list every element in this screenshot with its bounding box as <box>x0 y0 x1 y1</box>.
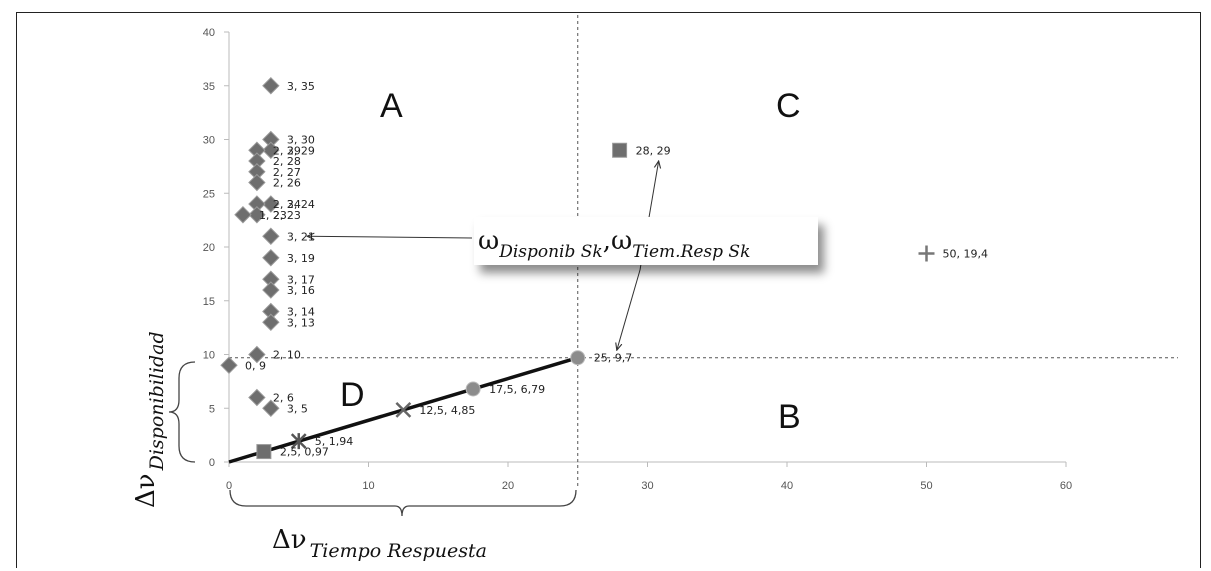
x-axis-label: Δν Tiempo Respuesta <box>272 525 487 562</box>
point-label: 3, 5 <box>287 402 308 415</box>
point-label: 25, 9,7 <box>594 352 632 365</box>
data-point-circle <box>465 381 481 397</box>
data-point-diamond <box>248 206 266 224</box>
point-labels: 3, 35 3, 303, 292, 292, 282, 272, 26 3, 24… <box>245 80 988 459</box>
data-point-diamond <box>262 227 280 245</box>
arrow-to-availability <box>307 236 473 238</box>
point-label: 3, 19 <box>287 252 315 265</box>
data-point-diamond <box>262 281 280 299</box>
x-tick-label: 10 <box>362 480 374 492</box>
data-point-square <box>256 444 272 460</box>
x-tick-label: 40 <box>781 480 793 492</box>
point-label: 3, 17 <box>287 273 315 286</box>
omega-sub-response: Tiem.Resp Sk <box>632 242 751 262</box>
figure-frame <box>16 12 1201 568</box>
data-point-circle <box>570 350 586 366</box>
y-tick-label: 30 <box>203 135 215 147</box>
data-point-x <box>395 401 412 418</box>
point-label: 2, 23 <box>273 209 301 222</box>
arrow-to-point-25-97 <box>617 269 641 350</box>
data-point-diamond <box>262 195 280 213</box>
point-label: 3, 14 <box>287 306 315 319</box>
point-label: 2, 27 <box>273 166 301 179</box>
point-label: 0, 9 <box>245 359 266 372</box>
data-point-star <box>290 433 307 450</box>
y-axis-symbol: Δν <box>131 473 161 508</box>
point-label: 2, 29 <box>273 144 301 157</box>
y-axis-subscript: Disponibilidad <box>146 331 168 471</box>
point-label: 2,5, 0,97 <box>280 446 329 459</box>
point-label: 3, 13 <box>287 316 315 329</box>
omega-symbol-response: ω <box>611 226 633 256</box>
point-label: 2, 28 <box>273 155 301 168</box>
data-point-diamond <box>234 206 252 224</box>
y-tick-label: 15 <box>203 296 215 308</box>
point-label: 2, 10 <box>273 349 301 362</box>
data-point-diamond <box>262 399 280 417</box>
axes <box>224 31 1067 467</box>
point-label: 5, 1,94 <box>315 435 353 448</box>
data-point-diamond <box>248 388 266 407</box>
y-tick-label: 25 <box>203 188 215 200</box>
y-tick-label: 5 <box>209 403 215 415</box>
weights-annotation-box: ωDisponib Sk,ωTiem.Resp Sk <box>474 217 818 265</box>
y-axis-label: ΔνDisponibilidad <box>131 331 168 508</box>
omega-comma: , <box>602 226 611 256</box>
point-label: 28, 29 <box>636 144 671 157</box>
x-tick-label: 30 <box>641 480 653 492</box>
data-point-diamond <box>262 141 280 159</box>
y-tick-label: 10 <box>203 350 215 362</box>
data-point-diamond <box>262 249 280 267</box>
x-axis-subscript: Tiempo Respuesta <box>310 540 487 562</box>
data-point-diamond <box>220 356 238 374</box>
omega-sub-availability: Disponib Sk <box>499 242 603 262</box>
point-label: 1, 23 <box>259 209 287 222</box>
point-label: 12,5, 4,85 <box>419 404 475 417</box>
point-label: 17,5, 6,79 <box>489 383 545 396</box>
point-label: 3, 24 <box>287 198 315 211</box>
omega-symbol-availability: ω <box>478 226 500 256</box>
x-tick-label: 60 <box>1060 480 1072 492</box>
quadrant-label-a: A <box>380 87 403 125</box>
point-label: 3, 29 <box>287 144 315 157</box>
data-points <box>220 77 935 460</box>
tick-labels: 0 10 20 30 40 50 60 0 5 10 15 20 25 30 35 40 <box>203 27 1072 492</box>
y-tick-label: 40 <box>203 27 215 39</box>
quadrant-label-c: C <box>776 87 801 125</box>
point-label: 3, 30 <box>287 134 315 147</box>
quadrant-label-d: D <box>340 376 365 414</box>
x-tick-label: 0 <box>226 480 232 492</box>
y-brace <box>168 361 196 463</box>
data-point-diamond <box>262 77 280 95</box>
x-tick-label: 20 <box>502 480 514 492</box>
data-point-diamond <box>262 313 280 331</box>
x-brace <box>229 489 577 517</box>
point-label: 2, 24 <box>273 198 301 211</box>
point-label: 50, 19,4 <box>943 247 988 260</box>
x-axis-symbol: Δν <box>272 525 307 555</box>
y-tick-label: 0 <box>209 457 215 469</box>
data-point-diamond <box>248 345 266 364</box>
point-label: 3, 16 <box>287 284 315 297</box>
point-label: 2, 6 <box>273 392 294 405</box>
point-label: 3, 35 <box>287 80 315 93</box>
quadrant-label-b: B <box>778 398 801 436</box>
y-tick-label: 20 <box>203 242 215 254</box>
data-point-square <box>612 142 628 158</box>
point-label: 2, 26 <box>273 177 301 190</box>
y-tick-label: 35 <box>203 81 215 93</box>
data-point-plus <box>918 245 935 262</box>
x-tick-label: 50 <box>920 480 932 492</box>
point-label: 3, 21 <box>287 230 315 243</box>
data-point-diamond <box>248 173 266 192</box>
